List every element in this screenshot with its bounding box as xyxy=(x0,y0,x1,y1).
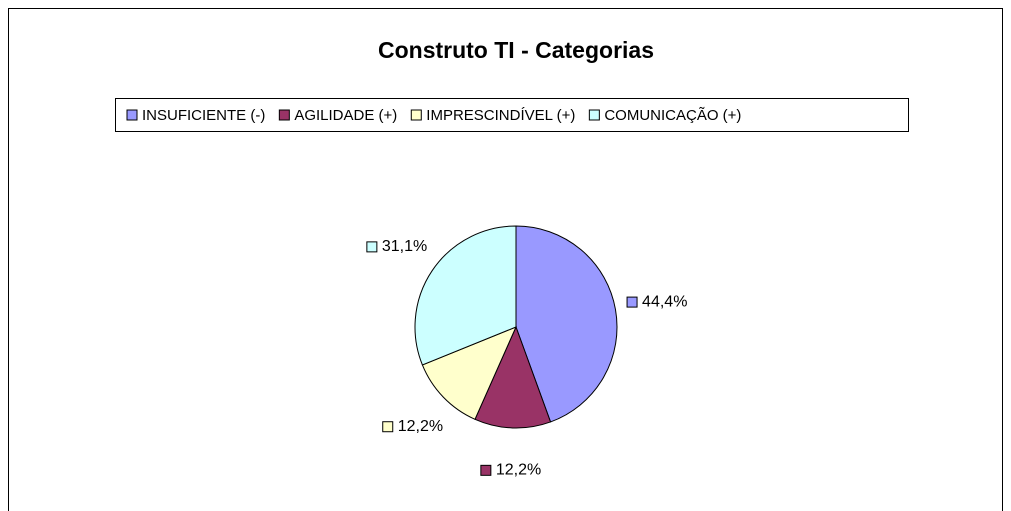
chart-border xyxy=(8,8,1003,511)
legend-box xyxy=(115,98,909,132)
data-label: 44,4% xyxy=(642,293,687,310)
legend-swatch xyxy=(278,109,290,121)
legend-label: IMPRESCINDÍVEL (+) xyxy=(426,107,575,124)
pie-slice xyxy=(474,325,552,429)
chart-title: Construto TI - Categorias xyxy=(378,37,654,63)
pie-slice xyxy=(421,326,517,420)
legend-label: INSUFICIENTE (-) xyxy=(142,107,265,124)
legend-label: AGILIDADE (+) xyxy=(294,107,397,124)
legend-label: COMUNICAÇÃO (+) xyxy=(604,107,741,124)
pie-slice xyxy=(515,225,618,423)
legend-swatch xyxy=(588,109,600,121)
data-label: 12,2% xyxy=(496,462,541,479)
legend-swatch xyxy=(126,109,138,121)
data-label-swatch xyxy=(626,296,638,308)
legend-swatch xyxy=(410,109,422,121)
data-label: 12,2% xyxy=(398,418,443,435)
data-label-swatch xyxy=(382,421,394,433)
data-label-swatch xyxy=(366,241,378,253)
data-label: 31,1% xyxy=(382,238,427,255)
data-label-swatch xyxy=(480,464,492,476)
pie-slice xyxy=(414,225,517,366)
